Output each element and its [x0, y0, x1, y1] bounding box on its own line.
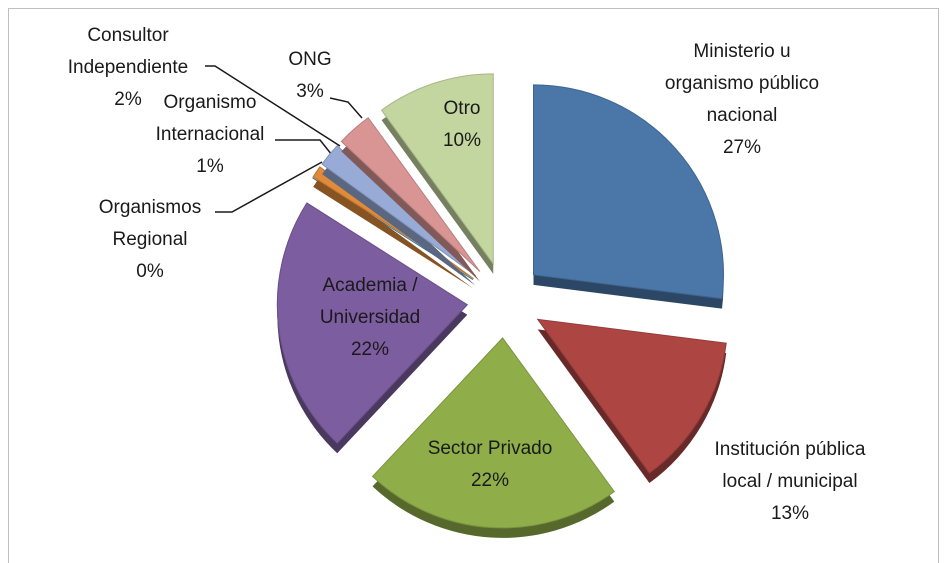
data-label: Organismos Regional 0%: [70, 192, 230, 288]
label-name: Institución pública local / municipal: [714, 439, 866, 492]
data-label: Ministerio u organismo público nacional 2…: [662, 36, 822, 164]
data-label: Consultor Independiente 2%: [48, 20, 208, 116]
label-name: Sector Privado: [427, 438, 553, 459]
slice-top: [536, 318, 727, 474]
label-name: Organismo Internacional: [155, 92, 265, 145]
slices: [276, 73, 727, 538]
slice: [533, 84, 724, 309]
slice-top: [533, 84, 724, 300]
label-value: 22%: [350, 339, 390, 360]
label-value: 13%: [770, 503, 810, 524]
label-name: Otro: [443, 98, 481, 119]
data-label: Organismo Internacional 1%: [130, 87, 290, 183]
slice: [380, 73, 494, 274]
data-label: ONG 3%: [270, 44, 350, 108]
slice: [371, 337, 615, 538]
leader-line: [215, 161, 323, 213]
slice-top: [321, 145, 477, 277]
slice-side: [313, 176, 474, 289]
label-value: 3%: [296, 81, 324, 102]
slice: [321, 145, 477, 286]
data-label: Otro 10%: [422, 93, 502, 157]
data-label: Institución pública local / municipal 13%: [705, 434, 875, 530]
leader-line: [275, 139, 333, 156]
leader-line: [329, 97, 363, 119]
label-name: Ministerio u organismo público nacional: [664, 41, 820, 126]
slice: [276, 202, 469, 454]
label-value: 27%: [722, 137, 762, 158]
slice-top: [380, 73, 494, 266]
slice: [340, 117, 481, 282]
label-value: 22%: [470, 470, 510, 491]
slice-top: [371, 337, 615, 529]
leader-line: [205, 65, 341, 147]
data-label: Academia / Universidad 22%: [290, 270, 450, 366]
chart-border: [8, 8, 939, 563]
slice: [536, 318, 727, 484]
label-name: Organismos Regional: [98, 197, 202, 250]
label-value: 1%: [196, 156, 224, 177]
label-value: 0%: [136, 261, 164, 282]
slice-top: [276, 202, 469, 444]
label-value: 2%: [114, 89, 142, 110]
label-value: 10%: [442, 130, 482, 151]
data-label: Sector Privado 22%: [390, 433, 590, 497]
label-name: Consultor Independiente: [67, 25, 189, 78]
slice-top: [340, 117, 481, 272]
label-name: ONG: [288, 49, 332, 70]
label-name: Academia / Universidad: [319, 275, 421, 328]
leader-lines: [205, 65, 363, 213]
